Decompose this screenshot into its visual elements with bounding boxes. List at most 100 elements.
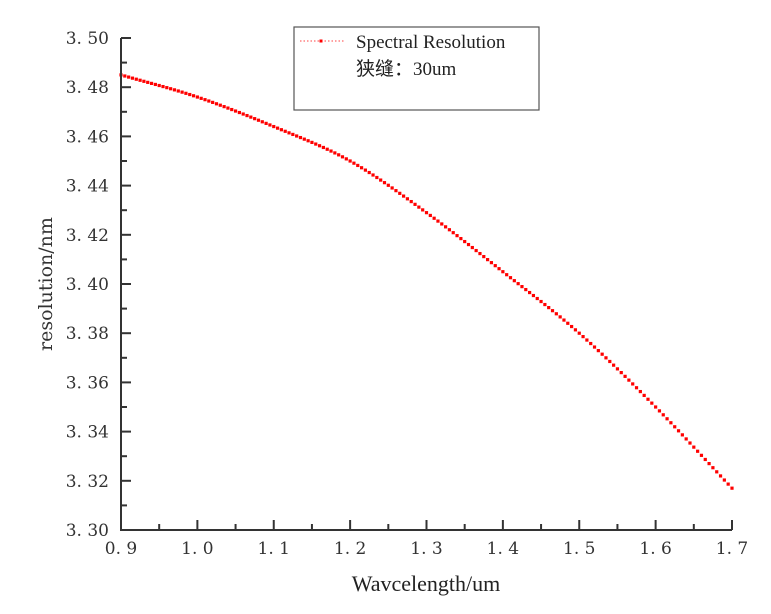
- y-tick-label: 3. 44: [66, 177, 109, 197]
- data-point: [211, 100, 215, 104]
- data-point: [615, 367, 620, 371]
- data-point: [356, 163, 360, 168]
- data-point: [505, 273, 509, 277]
- data-point: [314, 142, 318, 146]
- data-point: [241, 112, 245, 116]
- data-point: [642, 393, 646, 398]
- data-point: [585, 338, 589, 342]
- tick-labels: 3. 30 3. 32 3. 34 3. 36 3. 38 3. 40 3. 42 3. 44…: [66, 29, 748, 559]
- data-point: [256, 118, 261, 122]
- data-point: [543, 302, 547, 307]
- legend-label-slit: 狭缝：30um: [356, 58, 457, 80]
- data-point: [172, 88, 177, 92]
- data-point: [455, 234, 459, 238]
- data-point: [692, 445, 696, 449]
- data-point: [604, 356, 608, 360]
- data-point: [654, 405, 658, 409]
- data-point: [688, 441, 692, 445]
- data-point: [596, 349, 600, 353]
- data-point: [478, 251, 482, 256]
- data-point: [547, 306, 551, 310]
- data-point: [657, 409, 662, 413]
- data-point: [333, 151, 337, 155]
- data-point: [165, 86, 169, 90]
- data-point: [405, 197, 410, 201]
- data-point: [237, 110, 241, 115]
- data-point: [528, 290, 532, 295]
- data-point: [340, 155, 345, 159]
- data-point: [619, 371, 623, 375]
- data-point: [409, 199, 413, 204]
- data-point: [707, 461, 711, 466]
- data-point: [306, 139, 310, 143]
- data-point: [665, 417, 669, 421]
- data-point: [459, 236, 463, 241]
- y-tick-label: 3. 42: [66, 226, 109, 246]
- data-point: [169, 87, 173, 91]
- data-point: [696, 449, 700, 453]
- data-point: [134, 77, 138, 81]
- data-point: [161, 84, 165, 89]
- y-tick-label: 3. 34: [66, 423, 109, 443]
- data-point: [207, 99, 211, 103]
- data-point: [413, 202, 417, 206]
- data-point: [718, 474, 723, 478]
- data-point: [260, 120, 264, 124]
- x-tick-label: 1. 5: [563, 539, 595, 559]
- data-point: [531, 293, 536, 298]
- legend-marker: [319, 39, 323, 43]
- data-point: [401, 194, 406, 198]
- data-point: [386, 183, 390, 187]
- data-point: [600, 352, 604, 356]
- data-point: [562, 318, 566, 322]
- data-point: [680, 433, 684, 437]
- data-point: [253, 117, 257, 121]
- data-point: [550, 309, 555, 313]
- data-point: [142, 79, 146, 83]
- data-point: [623, 374, 627, 378]
- data-point: [188, 92, 192, 97]
- data-point: [501, 270, 505, 274]
- data-point: [486, 258, 490, 262]
- x-tick-label: 0. 9: [105, 539, 137, 559]
- data-point: [539, 299, 543, 304]
- data-point: [382, 181, 387, 185]
- data-point: [153, 82, 157, 87]
- data-point: [214, 102, 219, 106]
- data-point: [222, 105, 226, 109]
- data-point: [554, 312, 558, 316]
- x-tick-label: 1. 4: [487, 539, 519, 559]
- y-tick-label: 3. 32: [66, 472, 109, 492]
- data-point: [711, 466, 715, 470]
- data-point: [421, 208, 425, 212]
- data-point: [176, 89, 180, 93]
- data-point: [329, 149, 333, 153]
- data-point: [650, 401, 654, 405]
- x-tick-label: 1. 6: [639, 539, 671, 559]
- data-point: [390, 186, 394, 190]
- data-point: [359, 166, 364, 170]
- data-point: [516, 282, 520, 286]
- x-tick-label: 1. 0: [181, 539, 213, 559]
- data-point: [295, 134, 299, 138]
- data-point: [417, 205, 421, 209]
- data-point: [130, 76, 135, 80]
- data-point: [489, 261, 494, 265]
- data-point: [302, 137, 306, 141]
- data-point: [367, 170, 371, 175]
- data-point: [279, 128, 283, 132]
- data-point: [245, 113, 249, 118]
- y-tick-label: 3. 36: [66, 373, 109, 393]
- data-point: [730, 486, 734, 490]
- data-point: [520, 285, 524, 289]
- data-point: [226, 106, 230, 110]
- data-point: [447, 228, 452, 232]
- data-point: [275, 126, 280, 130]
- data-point: [379, 178, 383, 182]
- data-point: [348, 159, 352, 163]
- data-point: [325, 147, 329, 151]
- data-point: [344, 157, 348, 161]
- data-point: [138, 78, 142, 82]
- data-point: [669, 421, 673, 425]
